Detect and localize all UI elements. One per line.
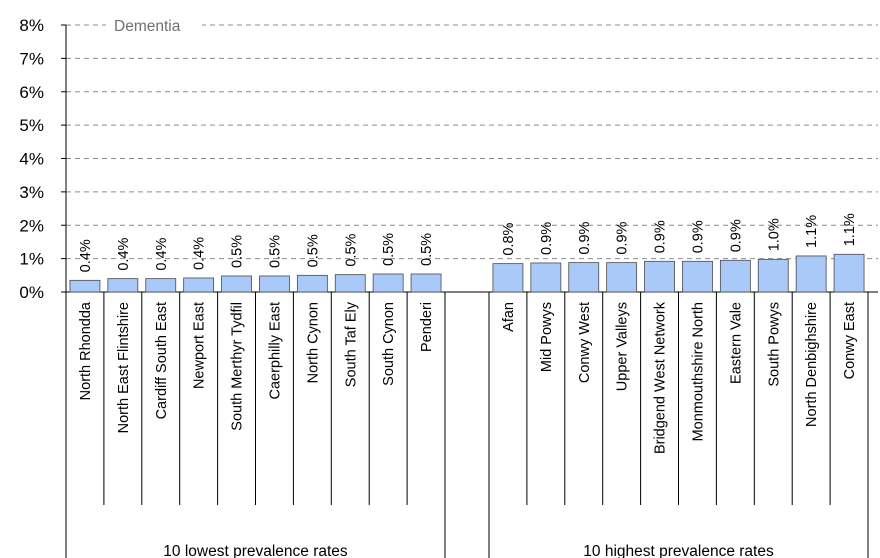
group-label: 10 lowest prevalence rates <box>163 543 348 558</box>
bar <box>410 273 442 293</box>
category-label: Conwy West <box>577 302 593 383</box>
category-label: Cardiff South East <box>154 302 170 419</box>
data-label: 0.9% <box>728 219 744 252</box>
chart-title: Dementia <box>114 18 181 35</box>
data-label: 0.9% <box>577 221 593 254</box>
data-label: 0.5% <box>305 234 321 267</box>
data-label: 0.9% <box>653 220 669 253</box>
chart-title-background <box>106 14 202 36</box>
bar <box>757 258 789 293</box>
category-label: North Rhondda <box>78 301 94 400</box>
category-label: Caerphilly East <box>267 302 283 400</box>
grid-lines <box>66 24 878 260</box>
bar <box>568 262 600 293</box>
category-label: North Denbighshire <box>804 302 820 427</box>
data-label: 0.4% <box>154 237 170 270</box>
bar <box>492 263 524 293</box>
category-label: South Powys <box>766 302 782 387</box>
bar <box>795 255 827 293</box>
bar <box>372 273 404 293</box>
bar <box>644 260 675 293</box>
bar <box>221 275 252 293</box>
bar <box>183 277 215 293</box>
y-tick-label: 2% <box>19 216 44 235</box>
category-label: South Merthyr Tydfil <box>230 302 246 431</box>
category-label: North East Flintshire <box>116 302 132 433</box>
category-label: South Taf Ely <box>343 301 359 387</box>
category-label: North Cynon <box>305 302 321 383</box>
category-label: Penderi <box>419 302 435 352</box>
category-label: South Cynon <box>381 302 397 386</box>
bar <box>606 262 638 293</box>
category-label: Bridgend West Network <box>653 301 669 454</box>
y-tick-label: 3% <box>19 183 44 202</box>
category-labels: North Rhondda North East Flintshire Cardif… <box>65 292 869 505</box>
data-label: 0.5% <box>381 233 397 266</box>
data-label: 1.1% <box>804 215 820 248</box>
y-tick-label: 5% <box>19 116 44 135</box>
bar <box>259 275 290 293</box>
data-label: 0.5% <box>343 233 359 266</box>
data-label: 0.5% <box>230 235 246 268</box>
y-tick-label: 4% <box>19 150 44 169</box>
data-label: 0.4% <box>116 237 132 270</box>
bars <box>69 253 865 293</box>
data-label: 1.1% <box>842 213 858 246</box>
data-label: 0.8% <box>501 222 517 255</box>
category-label: Mid Powys <box>539 302 555 372</box>
data-label: 1.0% <box>766 218 782 251</box>
data-label: 0.4% <box>192 237 208 270</box>
y-axis: 0% 1% 2% 3% 4% 5% 6% 7% 8% <box>19 16 878 558</box>
bar <box>145 278 177 293</box>
data-label: 0.9% <box>690 220 706 253</box>
y-tick-label: 1% <box>19 250 44 269</box>
bar <box>530 262 562 293</box>
data-label: 0.5% <box>267 235 283 268</box>
bar <box>682 260 713 293</box>
category-label: Conwy East <box>842 302 858 379</box>
bar <box>107 278 139 293</box>
data-label: 0.9% <box>615 221 631 254</box>
category-label: Afan <box>501 302 517 332</box>
data-label: 0.5% <box>419 233 435 266</box>
y-tick-label: 8% <box>19 16 44 35</box>
data-labels: 0.4% 0.4% 0.4% 0.4% 0.5% 0.5% 0.5% 0.5% 0.5% 0.5%… <box>78 213 858 272</box>
group-labels: 10 lowest prevalence rates 10 highest pre… <box>65 505 869 558</box>
y-tick-label: 6% <box>19 83 44 102</box>
category-label: Newport East <box>192 302 208 389</box>
data-label: 0.4% <box>78 239 94 272</box>
category-label: Monmouthshire North <box>690 302 706 441</box>
category-label: Eastern Vale <box>728 302 744 384</box>
bar <box>296 274 328 293</box>
y-tick-label: 7% <box>19 49 44 68</box>
bar <box>833 253 865 293</box>
category-label: Upper Valleys <box>615 302 631 391</box>
y-tick-label: 0% <box>19 283 44 302</box>
bar <box>334 274 366 293</box>
data-label: 0.9% <box>539 222 555 255</box>
bar <box>719 259 751 293</box>
group-label: 10 highest prevalence rates <box>583 543 774 558</box>
bar <box>69 279 101 293</box>
